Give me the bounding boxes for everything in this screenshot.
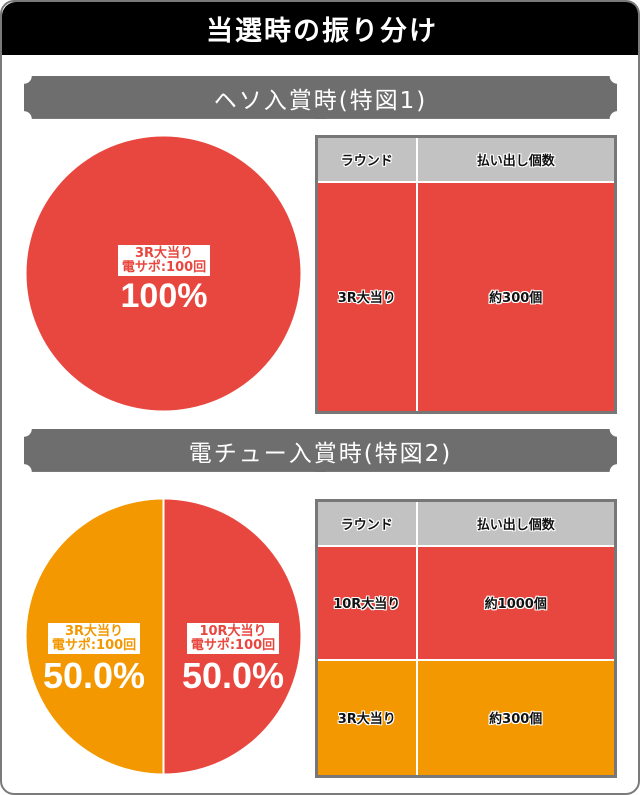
pie-label-10r: 10R大当り 電サポ:100回 50.0% [168, 623, 298, 694]
column-header-round: ラウンド [316, 136, 418, 183]
slice-round-label: 3R大当り [134, 246, 194, 261]
section-banner-heso: ヘソ入賞時(特図1) [24, 76, 617, 119]
pie-label-3r: 3R大当り 電サポ:100回 50.0% [29, 623, 159, 694]
slice-percent: 100% [120, 277, 208, 315]
pie-slice-3r [26, 499, 164, 774]
section-title: 電チュー入賞時(特図2) [188, 440, 453, 467]
pie-chart-heso: 3R大当り 電サポ:100回 100% [26, 136, 301, 411]
title-bar: 当選時の振り分け [2, 2, 638, 55]
table-header-row: ラウンド 払い出し個数 [316, 136, 616, 183]
cell-round: 10R大当り [316, 544, 418, 661]
slice-percent: 50.0% [181, 655, 285, 696]
column-header-payout: 払い出し個数 [415, 500, 616, 547]
pie-chart-denchu: 3R大当り 電サポ:100回 50.0% 10R大当り 電サポ:100回 50.… [26, 499, 301, 774]
table-row: 3R大当り 約300個 [316, 658, 616, 777]
payout-table-heso: ラウンド 払い出し個数 3R大当り 約300個 [315, 135, 617, 414]
slice-support-label: 電サポ:100回 [51, 638, 137, 653]
section-banner-denchu: 電チュー入賞時(特図2) [24, 429, 617, 472]
slice-round-label: 3R大当り [64, 624, 124, 639]
payout-table-denchu: ラウンド 払い出し個数 10R大当り 約1000個 3R大当り 約300個 [315, 499, 617, 778]
cell-payout: 約300個 [415, 180, 616, 413]
pie-graphic [26, 499, 301, 774]
column-header-round: ラウンド [316, 500, 418, 547]
table-row: 3R大当り 約300個 [316, 180, 616, 413]
page-title: 当選時の振り分け [206, 16, 438, 47]
cell-round: 3R大当り [316, 658, 418, 777]
pie-slice-10r [163, 499, 301, 774]
slice-tag: 3R大当り 電サポ:100回 [47, 623, 141, 654]
table-row: 10R大当り 約1000個 [316, 544, 616, 661]
slice-tag: 10R大当り 電サポ:100回 [186, 623, 280, 654]
cell-payout: 約300個 [415, 658, 616, 777]
section-title: ヘソ入賞時(特図1) [213, 87, 428, 114]
cell-payout: 約1000個 [415, 544, 616, 661]
pie-label-3r: 3R大当り 電サポ:100回 100% [109, 245, 219, 313]
slice-support-label: 電サポ:100回 [190, 638, 276, 653]
slice-percent: 50.0% [42, 655, 146, 696]
column-header-payout: 払い出し個数 [415, 136, 616, 183]
slice-support-label: 電サポ:100回 [121, 260, 207, 275]
slice-round-label: 10R大当り [199, 624, 267, 639]
table-header-row: ラウンド 払い出し個数 [316, 500, 616, 547]
slice-tag: 3R大当り 電サポ:100回 [117, 245, 211, 276]
cell-round: 3R大当り [316, 180, 418, 413]
